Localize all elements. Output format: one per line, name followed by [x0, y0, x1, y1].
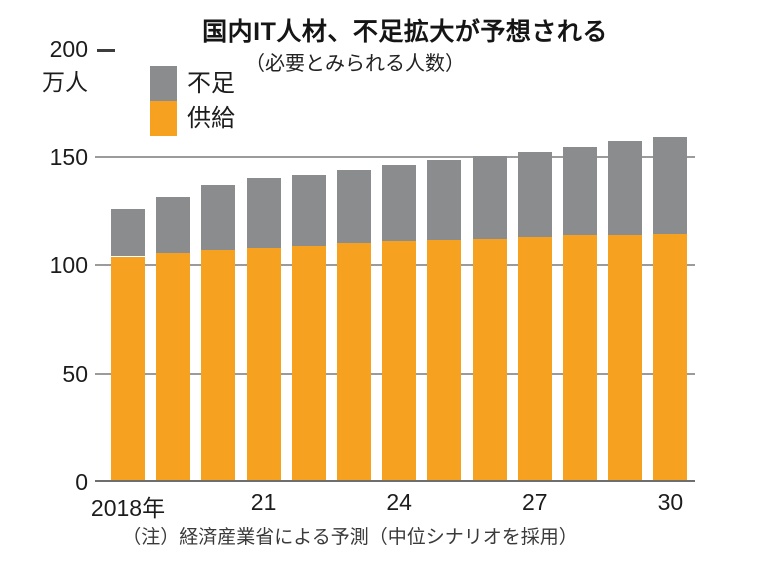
bar-shortage-2022 — [291, 175, 326, 246]
bar-stack-2028 — [563, 146, 597, 480]
bar-supply-2022 — [291, 245, 326, 480]
y-axis-top-label: 200 — [49, 36, 88, 62]
bar-stack-2025 — [427, 159, 462, 480]
y-axis-top-tick — [97, 49, 115, 52]
bar-supply-2018 — [111, 256, 145, 480]
x-axis-line — [95, 480, 695, 482]
bar-supply-2026 — [472, 239, 507, 480]
y-tick-label-150: 150 — [49, 143, 88, 170]
bar-supply-2019 — [156, 253, 191, 480]
bar-stack-2027 — [517, 152, 552, 480]
bar-stack-2024 — [382, 165, 417, 480]
bar-stack-2022 — [291, 175, 326, 480]
x-tick-label-2018: 2018年 — [90, 495, 166, 521]
bar-stack-2026 — [472, 155, 507, 480]
x-tick-label-2030: 30 — [657, 489, 684, 515]
x-tick-label-2024: 24 — [386, 489, 412, 515]
bar-shortage-2024 — [382, 165, 417, 242]
bar-shortage-2028 — [563, 146, 597, 235]
chart-title: 国内IT人材、不足拡大が予想される — [202, 18, 608, 46]
bar-shortage-2020 — [201, 184, 236, 250]
y-tick-label-50: 50 — [62, 360, 88, 387]
y-tick-label-0: 0 — [75, 469, 88, 495]
bar-shortage-2029 — [608, 141, 643, 235]
bar-shortage-2021 — [246, 178, 281, 248]
bar-supply-2027 — [517, 236, 552, 480]
bar-supply-2030 — [653, 233, 688, 480]
gridline-150 — [95, 155, 695, 158]
legend-item-supply-label: 供給 — [187, 105, 235, 132]
bar-stack-2019 — [156, 196, 191, 480]
bar-supply-2023 — [337, 243, 371, 480]
plot-area — [95, 48, 695, 482]
bar-supply-2021 — [246, 247, 281, 480]
bar-shortage-2018 — [111, 208, 145, 257]
x-tick-label-2021: 21 — [250, 489, 277, 515]
bar-stack-2020 — [201, 184, 236, 480]
source-note: （注）経済産業省による予測（中位シナリオを採用） — [122, 527, 578, 548]
chart-subtitle: （必要とみられる人数） — [245, 53, 465, 75]
bar-stack-2018 — [111, 208, 145, 480]
bar-stack-2030 — [653, 137, 688, 480]
legend-swatch-column — [150, 66, 177, 136]
y-axis-unit-label: 万人 — [42, 69, 88, 95]
bar-supply-2024 — [382, 241, 417, 480]
bar-shortage-2030 — [653, 137, 688, 234]
legend-item-shortage-label: 不足 — [187, 70, 235, 97]
y-tick-label-100: 100 — [49, 252, 88, 278]
legend-swatch-shortage — [150, 66, 177, 101]
bar-supply-2028 — [563, 234, 597, 480]
legend-swatch-supply — [150, 101, 177, 136]
bar-stack-2023 — [337, 169, 371, 480]
bar-stack-2029 — [608, 141, 643, 480]
bar-shortage-2019 — [156, 196, 191, 254]
bar-stack-2021 — [246, 178, 281, 480]
bar-shortage-2027 — [517, 152, 552, 237]
bar-shortage-2023 — [337, 169, 371, 244]
bar-supply-2029 — [608, 234, 643, 480]
x-tick-label-2027: 27 — [522, 489, 548, 515]
bar-supply-2020 — [201, 249, 236, 480]
bar-shortage-2025 — [427, 159, 462, 241]
bar-shortage-2026 — [472, 155, 507, 240]
bar-supply-2025 — [427, 240, 462, 480]
